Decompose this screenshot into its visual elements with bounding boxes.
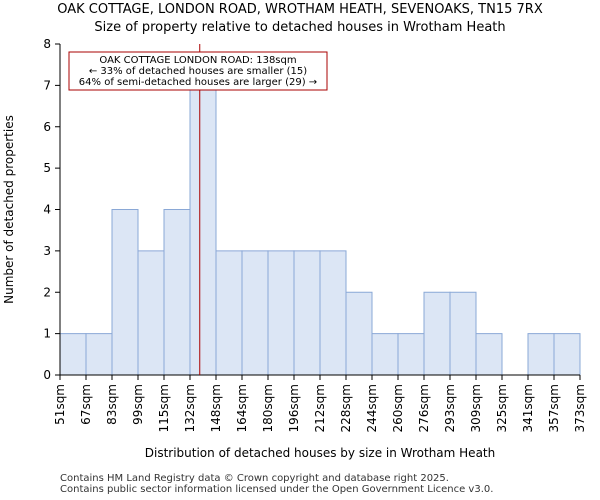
- annotation-line-1: OAK COTTAGE LONDON ROAD: 138sqm: [99, 55, 296, 66]
- y-tick-label: 8: [43, 37, 51, 51]
- footer-copyright: Contains HM Land Registry data © Crown c…: [60, 473, 449, 484]
- y-tick-label: 3: [43, 244, 51, 258]
- bar: [371, 333, 399, 376]
- chart-title: OAK COTTAGE, LONDON ROAD, WROTHAM HEATH,…: [57, 2, 543, 17]
- bar: [423, 291, 451, 376]
- bar: [553, 333, 581, 376]
- bar: [189, 84, 217, 376]
- bar: [319, 250, 347, 376]
- x-tick-label: 325sqm: [495, 384, 509, 432]
- x-tick-label: 293sqm: [443, 384, 457, 432]
- x-tick-label: 373sqm: [573, 384, 587, 432]
- bar: [527, 333, 555, 376]
- chart-subtitle: Size of property relative to detached ho…: [94, 20, 506, 35]
- bar-chart: 0 1 2 3 4 5 6 7 8 51sqm 67sqm 83sqm 99sqm 115sqm 132s…: [2, 37, 587, 460]
- bar: [475, 333, 503, 376]
- x-tick-label: 244sqm: [365, 384, 379, 432]
- x-tick-label: 212sqm: [313, 384, 327, 432]
- y-tick-label: 5: [43, 161, 51, 175]
- x-tick-label: 115sqm: [157, 384, 171, 432]
- bars: [59, 84, 581, 376]
- x-tick-label: 83sqm: [105, 384, 119, 425]
- annotation-line-3: 64% of semi-detached houses are larger (…: [79, 77, 317, 88]
- x-tick-label: 309sqm: [469, 384, 483, 432]
- x-tick-label: 51sqm: [53, 384, 67, 425]
- bar: [85, 333, 113, 376]
- footer-licence: Contains public sector information licen…: [60, 484, 494, 495]
- y-tick-label: 2: [43, 285, 51, 299]
- x-tick-label: 180sqm: [261, 384, 275, 432]
- bar: [293, 250, 321, 376]
- y-tick-label: 0: [43, 368, 51, 382]
- x-tick-label: 164sqm: [235, 384, 249, 432]
- bar: [449, 291, 477, 376]
- x-tick-label: 276sqm: [417, 384, 431, 432]
- x-tick-label: 148sqm: [209, 384, 223, 432]
- bar: [137, 250, 165, 376]
- x-tick-label: 67sqm: [79, 384, 93, 425]
- x-axis-label: Distribution of detached houses by size …: [145, 446, 495, 460]
- y-axis-label: Number of detached properties: [2, 115, 16, 304]
- bar: [397, 333, 425, 376]
- x-tick-label: 357sqm: [547, 384, 561, 432]
- bar: [111, 209, 139, 376]
- annotation-box: OAK COTTAGE LONDON ROAD: 138sqm ← 33% of…: [68, 51, 328, 91]
- y-tick-label: 1: [43, 327, 51, 341]
- annotation-line-2: ← 33% of detached houses are smaller (15…: [89, 66, 307, 77]
- x-tick-label: 196sqm: [287, 384, 301, 432]
- bar: [163, 209, 191, 376]
- x-tick-label: 132sqm: [183, 384, 197, 432]
- y-tick-label: 7: [43, 78, 51, 92]
- bar: [215, 250, 243, 376]
- y-ticks: 0 1 2 3 4 5 6 7 8: [43, 37, 60, 382]
- x-tick-label: 228sqm: [339, 384, 353, 432]
- y-tick-label: 4: [43, 203, 51, 217]
- x-tick-label: 99sqm: [131, 384, 145, 425]
- x-tick-label: 260sqm: [391, 384, 405, 432]
- y-tick-label: 6: [43, 120, 51, 134]
- x-tick-label: 341sqm: [521, 384, 535, 432]
- bar: [345, 291, 373, 376]
- x-ticks: 51sqm 67sqm 83sqm 99sqm 115sqm 132sqm 148sqm 16…: [53, 375, 587, 432]
- bar: [241, 250, 269, 376]
- bar: [267, 250, 295, 376]
- bar: [59, 333, 87, 376]
